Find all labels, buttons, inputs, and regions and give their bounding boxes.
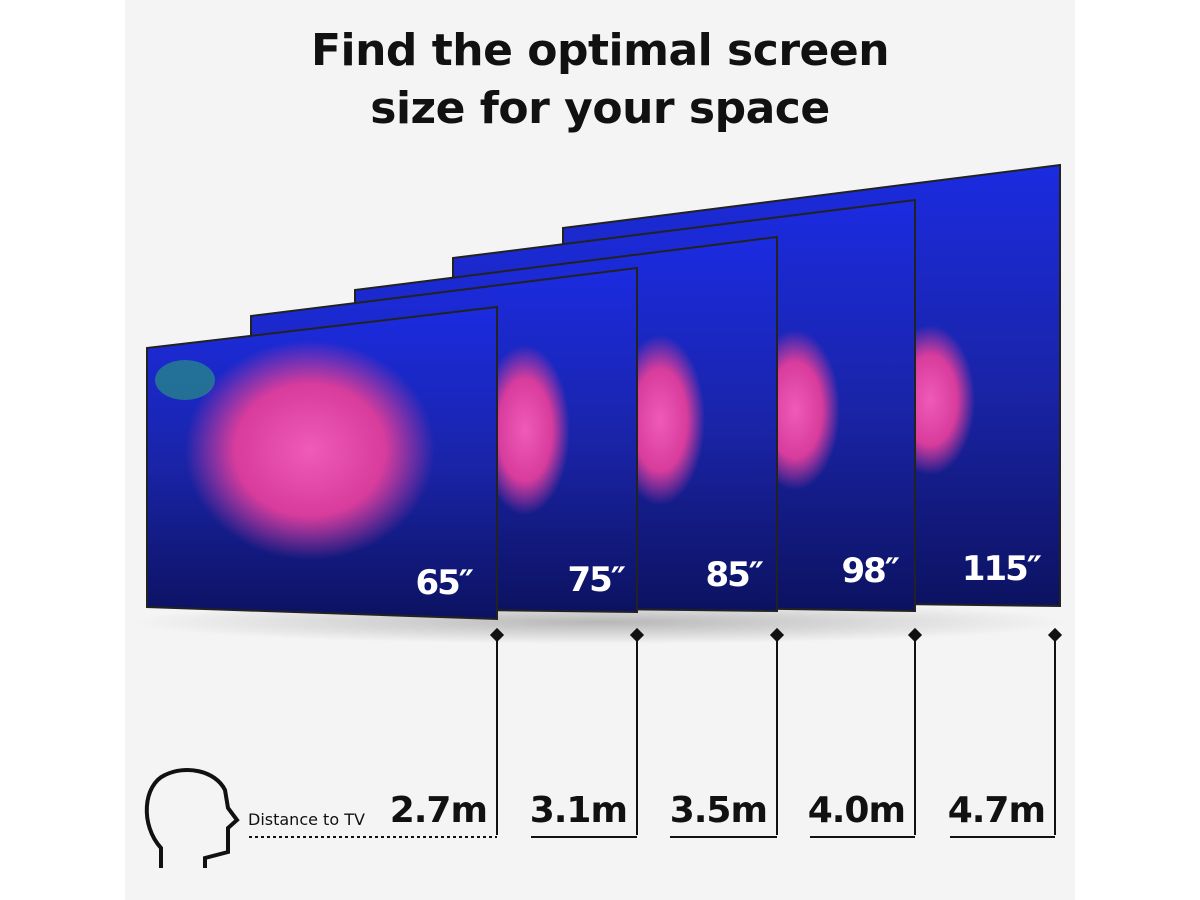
page-title: Find the optimal screen size for your sp… bbox=[125, 22, 1075, 138]
size-label-85: 85″ bbox=[705, 555, 763, 595]
tv-65 bbox=[146, 305, 498, 621]
distance-to-tv-label: Distance to TV bbox=[248, 810, 365, 829]
title-line-2: size for your space bbox=[370, 83, 830, 134]
distance-75: 3.1m bbox=[529, 790, 628, 831]
distance-65: 2.7m bbox=[389, 790, 488, 831]
distance-85: 3.5m bbox=[669, 790, 768, 831]
distance-98: 4.0m bbox=[807, 790, 906, 831]
size-label-115: 115″ bbox=[962, 549, 1042, 589]
size-label-75: 75″ bbox=[567, 560, 625, 600]
distance-115: 4.7m bbox=[947, 790, 1046, 831]
head-profile-icon bbox=[144, 768, 240, 868]
size-label-98: 98″ bbox=[841, 551, 899, 591]
distance-markers bbox=[249, 627, 1063, 838]
size-label-65: 65″ bbox=[415, 563, 473, 603]
title-line-1: Find the optimal screen bbox=[310, 25, 890, 76]
